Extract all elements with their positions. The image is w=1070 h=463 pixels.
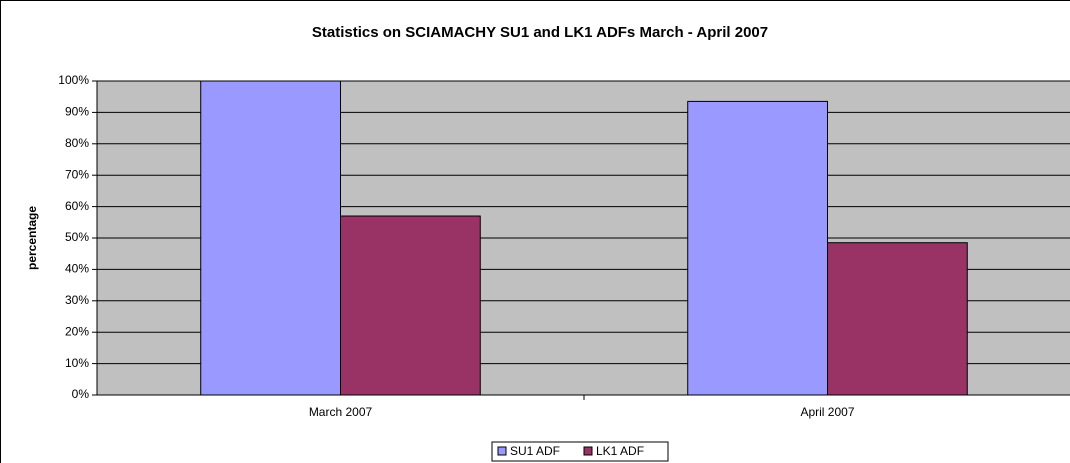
legend-box [491,441,669,462]
legend-swatch [583,446,593,456]
x-tick-label: March 2007 [309,405,373,419]
y-tick-label: 90% [65,105,89,119]
bar [340,215,481,396]
bar [687,100,829,396]
chart-title: Statistics on SCIAMACHY SU1 and LK1 ADFs… [312,24,768,41]
y-tick-label: 70% [65,167,89,181]
y-tick-label: 100% [58,73,89,87]
y-tick-label: 0% [72,387,90,401]
bar [827,242,968,396]
legend-label: SU1 ADF [510,444,560,458]
y-axis-label: percentage [25,206,39,270]
y-tick-label: 80% [65,136,89,150]
y-tick-label: 30% [65,293,89,307]
y-tick-label: 20% [65,324,89,338]
y-tick-label: 40% [65,262,89,276]
y-tick-label: 10% [65,356,89,370]
legend-swatch [497,446,507,456]
y-tick-label: 60% [65,199,89,213]
y-tick-label: 50% [65,230,89,244]
x-tick-label: April 2007 [800,405,854,419]
legend-label: LK1 ADF [596,444,644,458]
bar [200,80,341,396]
